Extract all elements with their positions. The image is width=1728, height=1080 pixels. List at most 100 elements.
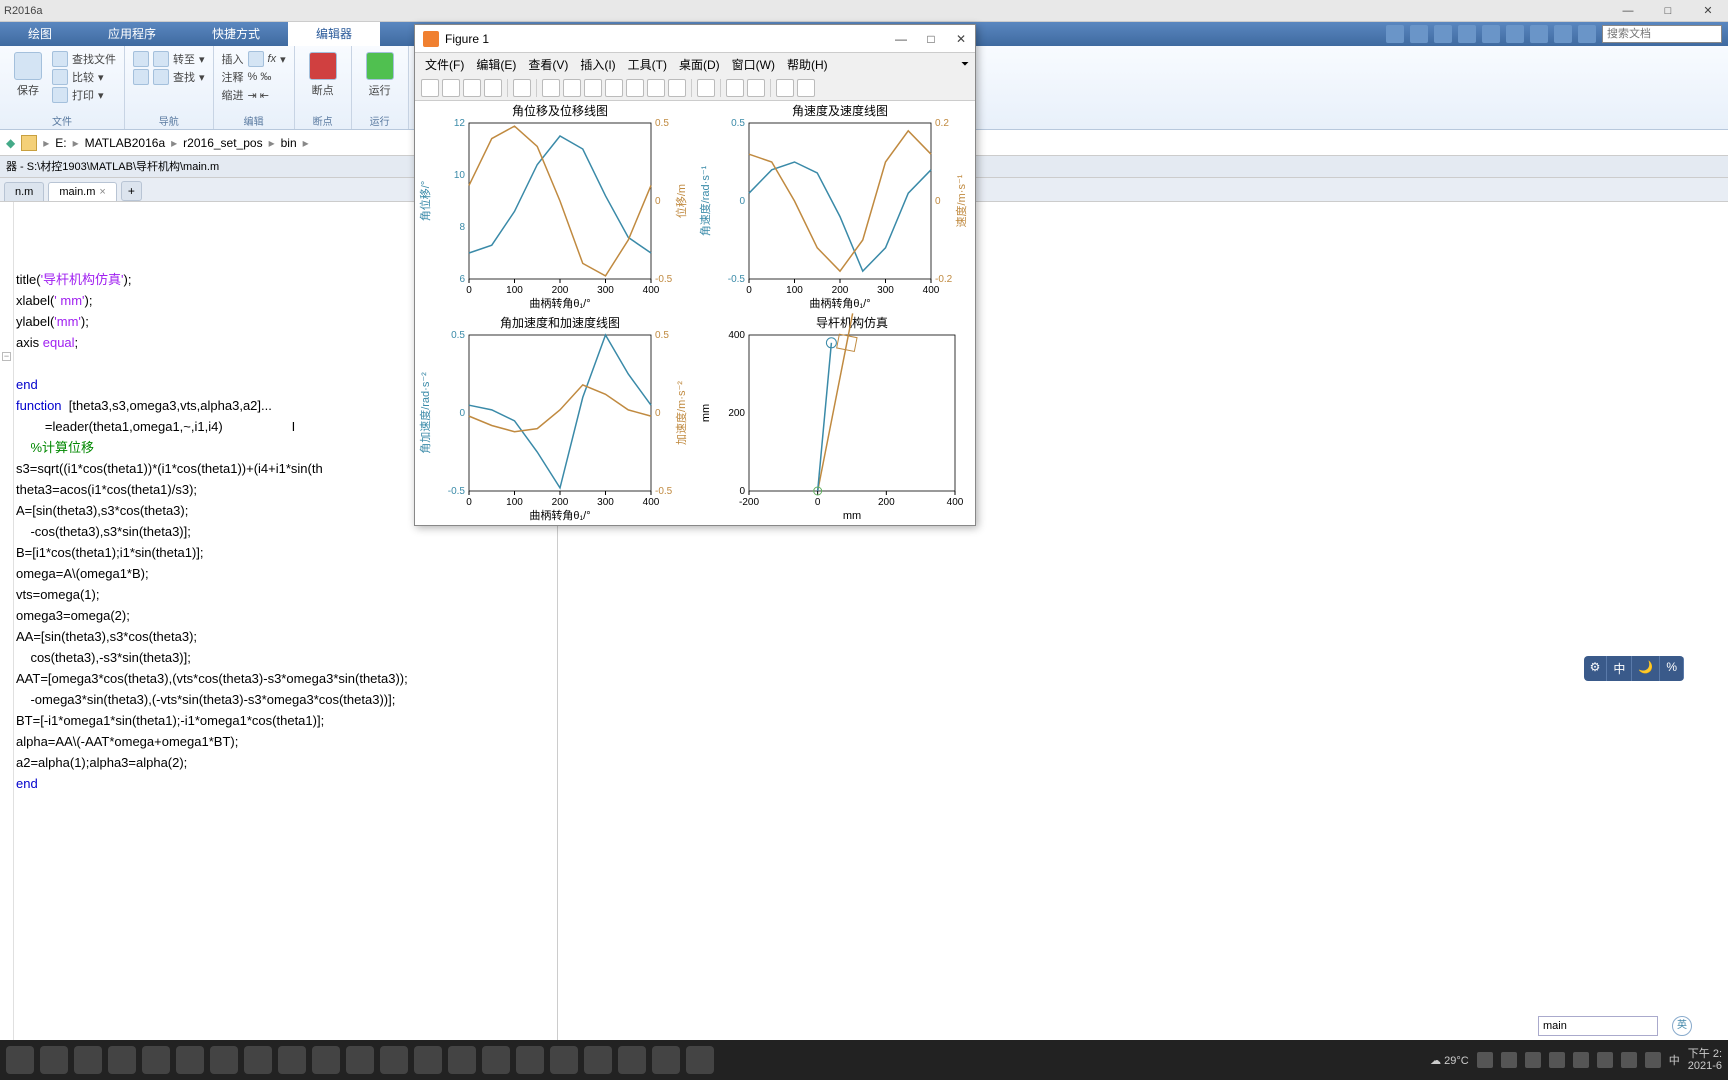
- rotate-icon[interactable]: [605, 79, 623, 97]
- menu-insert[interactable]: 插入(I): [576, 56, 619, 73]
- find-button[interactable]: 查找 ▾: [153, 68, 205, 86]
- ime-indicator[interactable]: 英: [1672, 1016, 1692, 1036]
- status-input[interactable]: [1538, 1016, 1658, 1036]
- menu-tools[interactable]: 工具(T): [624, 56, 671, 73]
- minimize-icon[interactable]: —: [1608, 0, 1648, 22]
- qa-icon[interactable]: [1410, 25, 1428, 43]
- minimize-icon[interactable]: —: [895, 32, 907, 46]
- maximize-icon[interactable]: □: [925, 32, 937, 46]
- app-icon[interactable]: [74, 1046, 102, 1074]
- comment-button[interactable]: 注释 % ‰: [222, 68, 286, 86]
- app-icon[interactable]: [142, 1046, 170, 1074]
- tray-icon[interactable]: [1645, 1052, 1661, 1068]
- goto-button[interactable]: 转至 ▾: [153, 50, 205, 68]
- app-icon[interactable]: [210, 1046, 238, 1074]
- layout-icon[interactable]: [776, 79, 794, 97]
- editor-tab[interactable]: main.m×: [48, 182, 117, 201]
- qa-icon[interactable]: [1530, 25, 1548, 43]
- menu-window[interactable]: 窗口(W): [728, 56, 779, 73]
- ime-lang[interactable]: 中: [1669, 1052, 1680, 1068]
- app-icon[interactable]: [176, 1046, 204, 1074]
- tray-icon[interactable]: [1477, 1052, 1493, 1068]
- nav-button[interactable]: [133, 50, 149, 68]
- ime-gear-icon[interactable]: ⚙: [1584, 656, 1608, 681]
- weather[interactable]: ☁ 29°C: [1430, 1054, 1469, 1067]
- menu-file[interactable]: 文件(F): [421, 56, 468, 73]
- close-icon[interactable]: ✕: [955, 32, 967, 46]
- app-icon[interactable]: [346, 1046, 374, 1074]
- app-icon[interactable]: [482, 1046, 510, 1074]
- app-icon[interactable]: [108, 1046, 136, 1074]
- compare-button[interactable]: 比较 ▾: [52, 68, 116, 86]
- taskview-icon[interactable]: [40, 1046, 68, 1074]
- menu-desktop[interactable]: 桌面(D): [675, 56, 724, 73]
- app-icon[interactable]: [550, 1046, 578, 1074]
- menu-edit[interactable]: 编辑(E): [472, 56, 520, 73]
- wifi-icon[interactable]: [1597, 1052, 1613, 1068]
- ime-float[interactable]: ⚙ 中 🌙 %: [1584, 656, 1684, 681]
- start-icon[interactable]: [6, 1046, 34, 1074]
- app-icon[interactable]: [584, 1046, 612, 1074]
- app-icon[interactable]: [312, 1046, 340, 1074]
- tab-plot[interactable]: 绘图: [0, 22, 80, 46]
- menu-view[interactable]: 查看(V): [524, 56, 572, 73]
- ime-lang[interactable]: 中: [1607, 656, 1632, 681]
- editor-tab[interactable]: n.m: [4, 182, 44, 201]
- qa-icon[interactable]: [1386, 25, 1404, 43]
- app-icon[interactable]: [414, 1046, 442, 1074]
- print-button[interactable]: 打印 ▾: [52, 86, 116, 104]
- indent-button[interactable]: 缩进 ⇥ ⇤: [222, 86, 286, 104]
- breakpoint-button[interactable]: 断点: [303, 50, 343, 100]
- new-tab-button[interactable]: +: [121, 181, 142, 201]
- ime-moon-icon[interactable]: 🌙: [1632, 656, 1660, 681]
- figure-titlebar[interactable]: Figure 1 — □ ✕: [415, 25, 975, 53]
- menu-help[interactable]: 帮助(H): [783, 56, 832, 73]
- brush-icon[interactable]: [647, 79, 665, 97]
- qa-icon[interactable]: [1554, 25, 1572, 43]
- tab-shortcuts[interactable]: 快捷方式: [184, 22, 288, 46]
- path-segment[interactable]: r2016_set_pos: [183, 136, 262, 150]
- run-button[interactable]: 运行: [360, 50, 400, 100]
- layout-icon[interactable]: [797, 79, 815, 97]
- print-icon[interactable]: [484, 79, 502, 97]
- app-icon[interactable]: [686, 1046, 714, 1074]
- app-icon[interactable]: [278, 1046, 306, 1074]
- layout-icon[interactable]: [726, 79, 744, 97]
- tab-apps[interactable]: 应用程序: [80, 22, 184, 46]
- colorbar-icon[interactable]: [697, 79, 715, 97]
- qa-icon[interactable]: [1506, 25, 1524, 43]
- link-icon[interactable]: [668, 79, 686, 97]
- ime-percent[interactable]: %: [1660, 656, 1684, 681]
- zoom-out-icon[interactable]: [563, 79, 581, 97]
- path-segment[interactable]: MATLAB2016a: [85, 136, 166, 150]
- path-segment[interactable]: bin: [281, 136, 297, 150]
- pointer-icon[interactable]: [513, 79, 531, 97]
- app-icon[interactable]: [380, 1046, 408, 1074]
- chevron-down-icon[interactable]: ⏷: [961, 59, 969, 70]
- qa-icon[interactable]: [1434, 25, 1452, 43]
- path-segment[interactable]: E:: [55, 136, 66, 150]
- nav-button[interactable]: [133, 68, 149, 86]
- close-tab-icon[interactable]: ×: [99, 186, 105, 198]
- zoom-in-icon[interactable]: [542, 79, 560, 97]
- save-icon[interactable]: [463, 79, 481, 97]
- app-icon[interactable]: [652, 1046, 680, 1074]
- pan-icon[interactable]: [584, 79, 602, 97]
- qa-icon[interactable]: [1458, 25, 1476, 43]
- tray-icon[interactable]: [1501, 1052, 1517, 1068]
- app-icon[interactable]: [618, 1046, 646, 1074]
- app-icon[interactable]: [516, 1046, 544, 1074]
- fold-icon[interactable]: −: [2, 352, 11, 361]
- doc-search-input[interactable]: [1602, 25, 1722, 43]
- insert-button[interactable]: 插入 fx ▾: [222, 50, 286, 68]
- folder-icon[interactable]: [21, 135, 37, 151]
- tray-icon[interactable]: [1525, 1052, 1541, 1068]
- save-button[interactable]: 保存: [8, 50, 48, 104]
- open-icon[interactable]: [442, 79, 460, 97]
- help-icon[interactable]: [1578, 25, 1596, 43]
- layout-icon[interactable]: [747, 79, 765, 97]
- new-icon[interactable]: [421, 79, 439, 97]
- back-icon[interactable]: ◆: [6, 136, 15, 150]
- volume-icon[interactable]: [1621, 1052, 1637, 1068]
- maximize-icon[interactable]: □: [1648, 0, 1688, 22]
